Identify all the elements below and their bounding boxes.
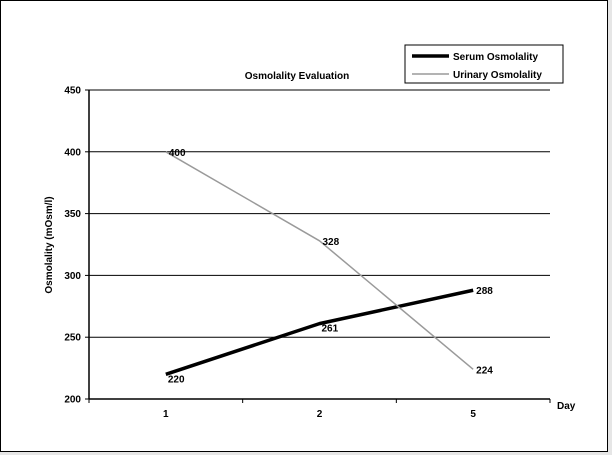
data-label: 220: [168, 374, 185, 385]
series-layer: [165, 151, 474, 376]
y-tick-label: 250: [64, 333, 81, 344]
x-tick-label: 1: [163, 409, 169, 420]
x-tick-label: 2: [317, 409, 323, 420]
y-tick-label: 450: [64, 86, 81, 97]
data-label: 224: [476, 365, 493, 376]
y-tick-label: 300: [64, 271, 81, 282]
data-label: 328: [323, 237, 340, 248]
x-tick-label: 5: [470, 409, 476, 420]
series-line-serum: [165, 288, 474, 376]
data-label: 261: [322, 324, 339, 335]
data-label: 400: [169, 148, 186, 159]
legend-label-serum: Serum Osmolality: [453, 52, 538, 63]
x-axis-ticks: 1 2 5: [88, 399, 551, 420]
legend: Serum Osmolality Urinary Osmolality: [404, 44, 564, 84]
gridlines: [89, 89, 550, 338]
data-label: 288: [476, 286, 493, 297]
y-axis-title: Osmolality (mOsm/l): [44, 196, 55, 293]
data-labels: 220 261 288 400 328 224: [168, 148, 493, 385]
y-tick-label: 400: [64, 147, 81, 158]
y-tick-label: 350: [64, 209, 81, 220]
y-tick-label: 200: [64, 395, 81, 406]
legend-label-urinary: Urinary Osmolality: [453, 70, 542, 81]
chart-title: Osmolality Evaluation: [245, 71, 349, 82]
y-axis-ticks: 200 250 300 350 400 450: [64, 86, 89, 406]
x-axis-title: Day: [557, 401, 576, 412]
